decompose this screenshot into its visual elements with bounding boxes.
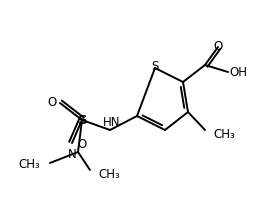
Text: CH₃: CH₃ bbox=[98, 168, 120, 180]
Text: CH₃: CH₃ bbox=[18, 157, 40, 171]
Text: N: N bbox=[68, 147, 76, 161]
Text: CH₃: CH₃ bbox=[213, 129, 235, 141]
Text: HN: HN bbox=[103, 115, 121, 129]
Text: O: O bbox=[47, 96, 57, 108]
Text: S: S bbox=[151, 60, 159, 72]
Text: O: O bbox=[78, 139, 87, 151]
Text: S: S bbox=[78, 114, 88, 128]
Text: OH: OH bbox=[229, 65, 247, 78]
Text: O: O bbox=[213, 39, 222, 53]
